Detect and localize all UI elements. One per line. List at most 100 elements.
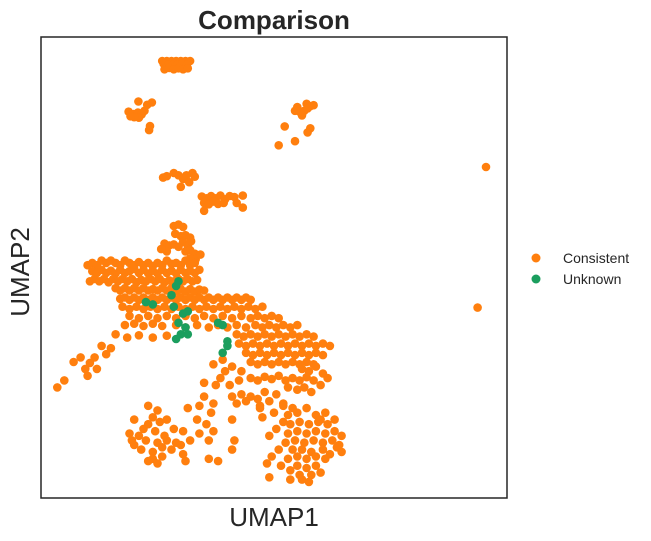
data-point-consistent [281, 438, 290, 448]
data-point-consistent [316, 468, 325, 477]
data-point-consistent [185, 436, 195, 445]
data-point-consistent [196, 250, 205, 259]
data-point-consistent [209, 360, 218, 369]
data-point-consistent [122, 333, 132, 342]
data-point-consistent [260, 387, 270, 397]
data-point-consistent [297, 111, 307, 120]
data-point-consistent [274, 313, 284, 323]
data-point-consistent [232, 399, 241, 408]
data-point-consistent [120, 320, 130, 330]
data-point-consistent [302, 403, 311, 413]
data-point-consistent [125, 429, 134, 438]
data-point-consistent [307, 470, 316, 480]
data-point-consistent [157, 452, 167, 461]
data-point-consistent [290, 106, 300, 116]
data-point-consistent [92, 364, 102, 374]
data-point-consistent [136, 445, 146, 454]
data-point-consistent [304, 366, 314, 376]
data-point-consistent [202, 419, 211, 429]
data-point-consistent [262, 459, 272, 468]
data-point-consistent [101, 349, 111, 359]
data-point-consistent [297, 341, 307, 351]
data-point-consistent [178, 449, 188, 459]
data-point-consistent [260, 330, 270, 339]
data-point-consistent [199, 392, 209, 401]
data-point-consistent [195, 401, 204, 411]
data-point-consistent [293, 461, 302, 471]
data-point-consistent [139, 321, 148, 331]
data-point-consistent [118, 302, 127, 312]
data-point-consistent [195, 265, 204, 275]
data-point-consistent [258, 323, 267, 332]
data-point-consistent [234, 339, 244, 348]
data-point-consistent [148, 447, 158, 457]
data-point-consistent [251, 320, 260, 330]
data-point-consistent [218, 355, 227, 365]
data-point-unknown [171, 334, 181, 344]
data-point-consistent [162, 171, 172, 181]
data-point-consistent [192, 275, 202, 285]
data-point-unknown [169, 302, 179, 312]
data-point-consistent [246, 357, 255, 367]
data-point-consistent [321, 454, 330, 464]
data-point-consistent [304, 339, 314, 348]
data-point-consistent [216, 302, 225, 312]
data-point-consistent [302, 454, 311, 464]
data-point-consistent [283, 454, 293, 464]
point-layer [53, 56, 491, 487]
legend-marker-consistent [531, 253, 541, 263]
data-point-consistent [148, 319, 158, 329]
data-point-consistent [265, 396, 274, 406]
plot-frame [40, 36, 508, 499]
data-point-consistent [297, 475, 307, 484]
data-point-consistent [267, 360, 277, 369]
data-point-consistent [153, 459, 162, 468]
data-point-consistent [293, 385, 302, 395]
data-point-consistent [227, 362, 237, 371]
data-point-consistent [288, 445, 297, 454]
data-point-consistent [321, 408, 330, 418]
data-point-consistent [272, 424, 281, 434]
data-point-consistent [269, 341, 279, 351]
data-point-consistent [269, 348, 279, 358]
data-point-consistent [279, 320, 288, 330]
data-point-consistent [143, 311, 153, 321]
data-point-consistent [318, 339, 328, 348]
data-point-consistent [227, 392, 237, 401]
data-point-unknown [148, 300, 158, 309]
data-point-consistent [260, 372, 270, 382]
data-point-consistent [246, 313, 255, 323]
data-point-consistent [307, 387, 316, 397]
data-point-consistent [132, 302, 141, 312]
data-point-consistent [141, 436, 151, 445]
data-point-consistent [330, 426, 339, 436]
data-point-consistent [302, 357, 311, 367]
data-point-consistent [238, 191, 248, 200]
data-point-unknown [174, 318, 183, 328]
data-point-consistent [199, 206, 209, 216]
legend: Consistent Unknown [531, 250, 629, 287]
data-point-consistent [81, 364, 90, 374]
data-point-consistent [246, 330, 255, 339]
data-point-consistent [293, 408, 302, 418]
y-axis-label: UMAP2 [5, 227, 35, 317]
data-point-consistent [125, 304, 134, 314]
data-point-consistent [183, 64, 193, 73]
series-consistent [53, 56, 491, 487]
data-point-consistent [316, 380, 325, 390]
data-point-consistent [241, 341, 251, 351]
data-point-consistent [318, 350, 328, 360]
data-point-consistent [303, 128, 312, 137]
data-point-unknown [223, 341, 232, 351]
data-point-consistent [239, 332, 248, 341]
data-point-consistent [258, 302, 267, 312]
data-point-consistent [195, 429, 204, 438]
data-point-unknown [167, 290, 176, 300]
data-point-consistent [134, 431, 144, 441]
data-point-consistent [192, 415, 202, 424]
data-point-consistent [53, 383, 62, 392]
data-point-consistent [290, 436, 300, 445]
data-point-consistent [126, 112, 135, 121]
data-point-consistent [323, 419, 332, 429]
